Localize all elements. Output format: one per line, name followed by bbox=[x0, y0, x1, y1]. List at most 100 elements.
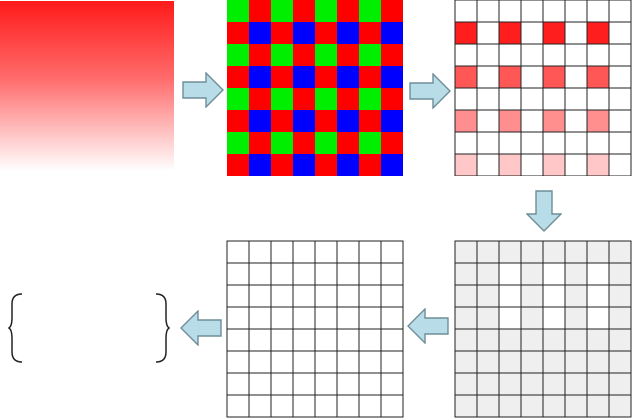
interp-cell bbox=[520, 394, 544, 418]
bayer-cell-red bbox=[293, 132, 315, 154]
interp-cell bbox=[498, 306, 522, 330]
bayer-cell-green bbox=[359, 0, 381, 22]
bayer-cell-red bbox=[271, 66, 293, 88]
bayer-cell-blue bbox=[293, 66, 315, 88]
sampled-cell bbox=[520, 21, 544, 45]
interp-cell bbox=[498, 262, 522, 286]
sampled-cell bbox=[454, 0, 478, 23]
bayer-cell-red bbox=[359, 154, 381, 176]
sampled-cell bbox=[476, 153, 500, 176]
interp-cell bbox=[498, 372, 522, 396]
interpolated-grid bbox=[454, 240, 632, 418]
sampled-cell bbox=[586, 43, 610, 67]
output-cell bbox=[336, 284, 360, 308]
bayer-cell-blue bbox=[293, 154, 315, 176]
bayer-cell-green bbox=[359, 88, 381, 110]
sampled-cell bbox=[476, 0, 500, 23]
interp-cell bbox=[608, 328, 632, 352]
output-cell bbox=[380, 372, 404, 396]
bayer-cell-red bbox=[227, 66, 249, 88]
sampled-cell bbox=[564, 43, 588, 67]
bayer-cell-green bbox=[271, 44, 293, 66]
bayer-cell-red bbox=[381, 44, 403, 66]
interp-cell bbox=[608, 262, 632, 286]
interp-cell bbox=[454, 372, 478, 396]
sampled-cell bbox=[586, 87, 610, 111]
bayer-cell-blue bbox=[381, 66, 403, 88]
bayer-cell-blue bbox=[293, 22, 315, 44]
output-cell bbox=[380, 394, 404, 418]
interp-cell bbox=[454, 240, 478, 264]
sampled-cell bbox=[520, 0, 544, 23]
bayer-cell-green bbox=[227, 88, 249, 110]
sampled-cell bbox=[498, 87, 522, 111]
output-cell bbox=[380, 306, 404, 330]
source-gradient-image bbox=[0, 1, 174, 171]
sampled-cell bbox=[564, 65, 588, 89]
bayer-cell-red bbox=[381, 88, 403, 110]
interp-cell bbox=[586, 240, 610, 264]
bayer-cell-red bbox=[359, 22, 381, 44]
bayer-cell-red bbox=[315, 22, 337, 44]
interp-cell bbox=[608, 284, 632, 308]
output-cell bbox=[226, 306, 250, 330]
bayer-cell-red bbox=[359, 110, 381, 132]
interp-cell bbox=[476, 328, 500, 352]
interp-cell bbox=[608, 372, 632, 396]
output-cell bbox=[248, 328, 272, 352]
bayer-cell-red bbox=[227, 110, 249, 132]
output-cell bbox=[292, 240, 316, 264]
interp-cell bbox=[542, 328, 566, 352]
bayer-cell-green bbox=[315, 88, 337, 110]
sampled-cell bbox=[564, 131, 588, 155]
output-cell bbox=[314, 262, 338, 286]
output-cell bbox=[226, 284, 250, 308]
bayer-cell-red bbox=[227, 154, 249, 176]
sampled-cell bbox=[498, 0, 522, 23]
sampled-red-channel-grid bbox=[454, 0, 632, 176]
output-cell bbox=[314, 306, 338, 330]
bayer-cell-blue bbox=[249, 66, 271, 88]
interp-cell bbox=[520, 372, 544, 396]
interp-cell bbox=[498, 394, 522, 418]
sampled-cell bbox=[586, 131, 610, 155]
sampled-cell bbox=[564, 87, 588, 111]
sampled-cell bbox=[608, 0, 632, 23]
bayer-cell-blue bbox=[249, 154, 271, 176]
output-cell bbox=[248, 240, 272, 264]
sampled-cell bbox=[498, 153, 522, 176]
output-cell bbox=[314, 350, 338, 374]
sampled-cell bbox=[586, 0, 610, 23]
output-cell bbox=[358, 262, 382, 286]
bayer-cell-blue bbox=[249, 22, 271, 44]
interp-cell bbox=[520, 262, 544, 286]
bayer-cell-green bbox=[315, 0, 337, 22]
down-arrow-icon bbox=[526, 190, 562, 232]
sampled-cell bbox=[608, 21, 632, 45]
interp-cell bbox=[542, 350, 566, 374]
sampled-cell bbox=[454, 153, 478, 176]
interp-cell bbox=[586, 306, 610, 330]
sampled-cell bbox=[608, 65, 632, 89]
bayer-cell-red bbox=[315, 154, 337, 176]
bayer-cell-red bbox=[271, 22, 293, 44]
output-grid bbox=[226, 240, 404, 418]
interp-cell bbox=[476, 306, 500, 330]
bayer-cell-blue bbox=[337, 22, 359, 44]
output-cell bbox=[358, 284, 382, 308]
interp-cell bbox=[476, 350, 500, 374]
output-cell bbox=[270, 350, 294, 374]
sampled-cell bbox=[586, 109, 610, 133]
output-cell bbox=[380, 262, 404, 286]
output-cell bbox=[380, 328, 404, 352]
sampled-cell bbox=[476, 43, 500, 67]
bayer-cell-red bbox=[381, 132, 403, 154]
output-cell bbox=[314, 372, 338, 396]
sampled-cell bbox=[542, 43, 566, 67]
bayer-cell-blue bbox=[337, 154, 359, 176]
output-cell bbox=[336, 262, 360, 286]
output-cell bbox=[336, 394, 360, 418]
sampled-cell bbox=[454, 131, 478, 155]
sampled-cell bbox=[454, 43, 478, 67]
output-cell bbox=[292, 350, 316, 374]
